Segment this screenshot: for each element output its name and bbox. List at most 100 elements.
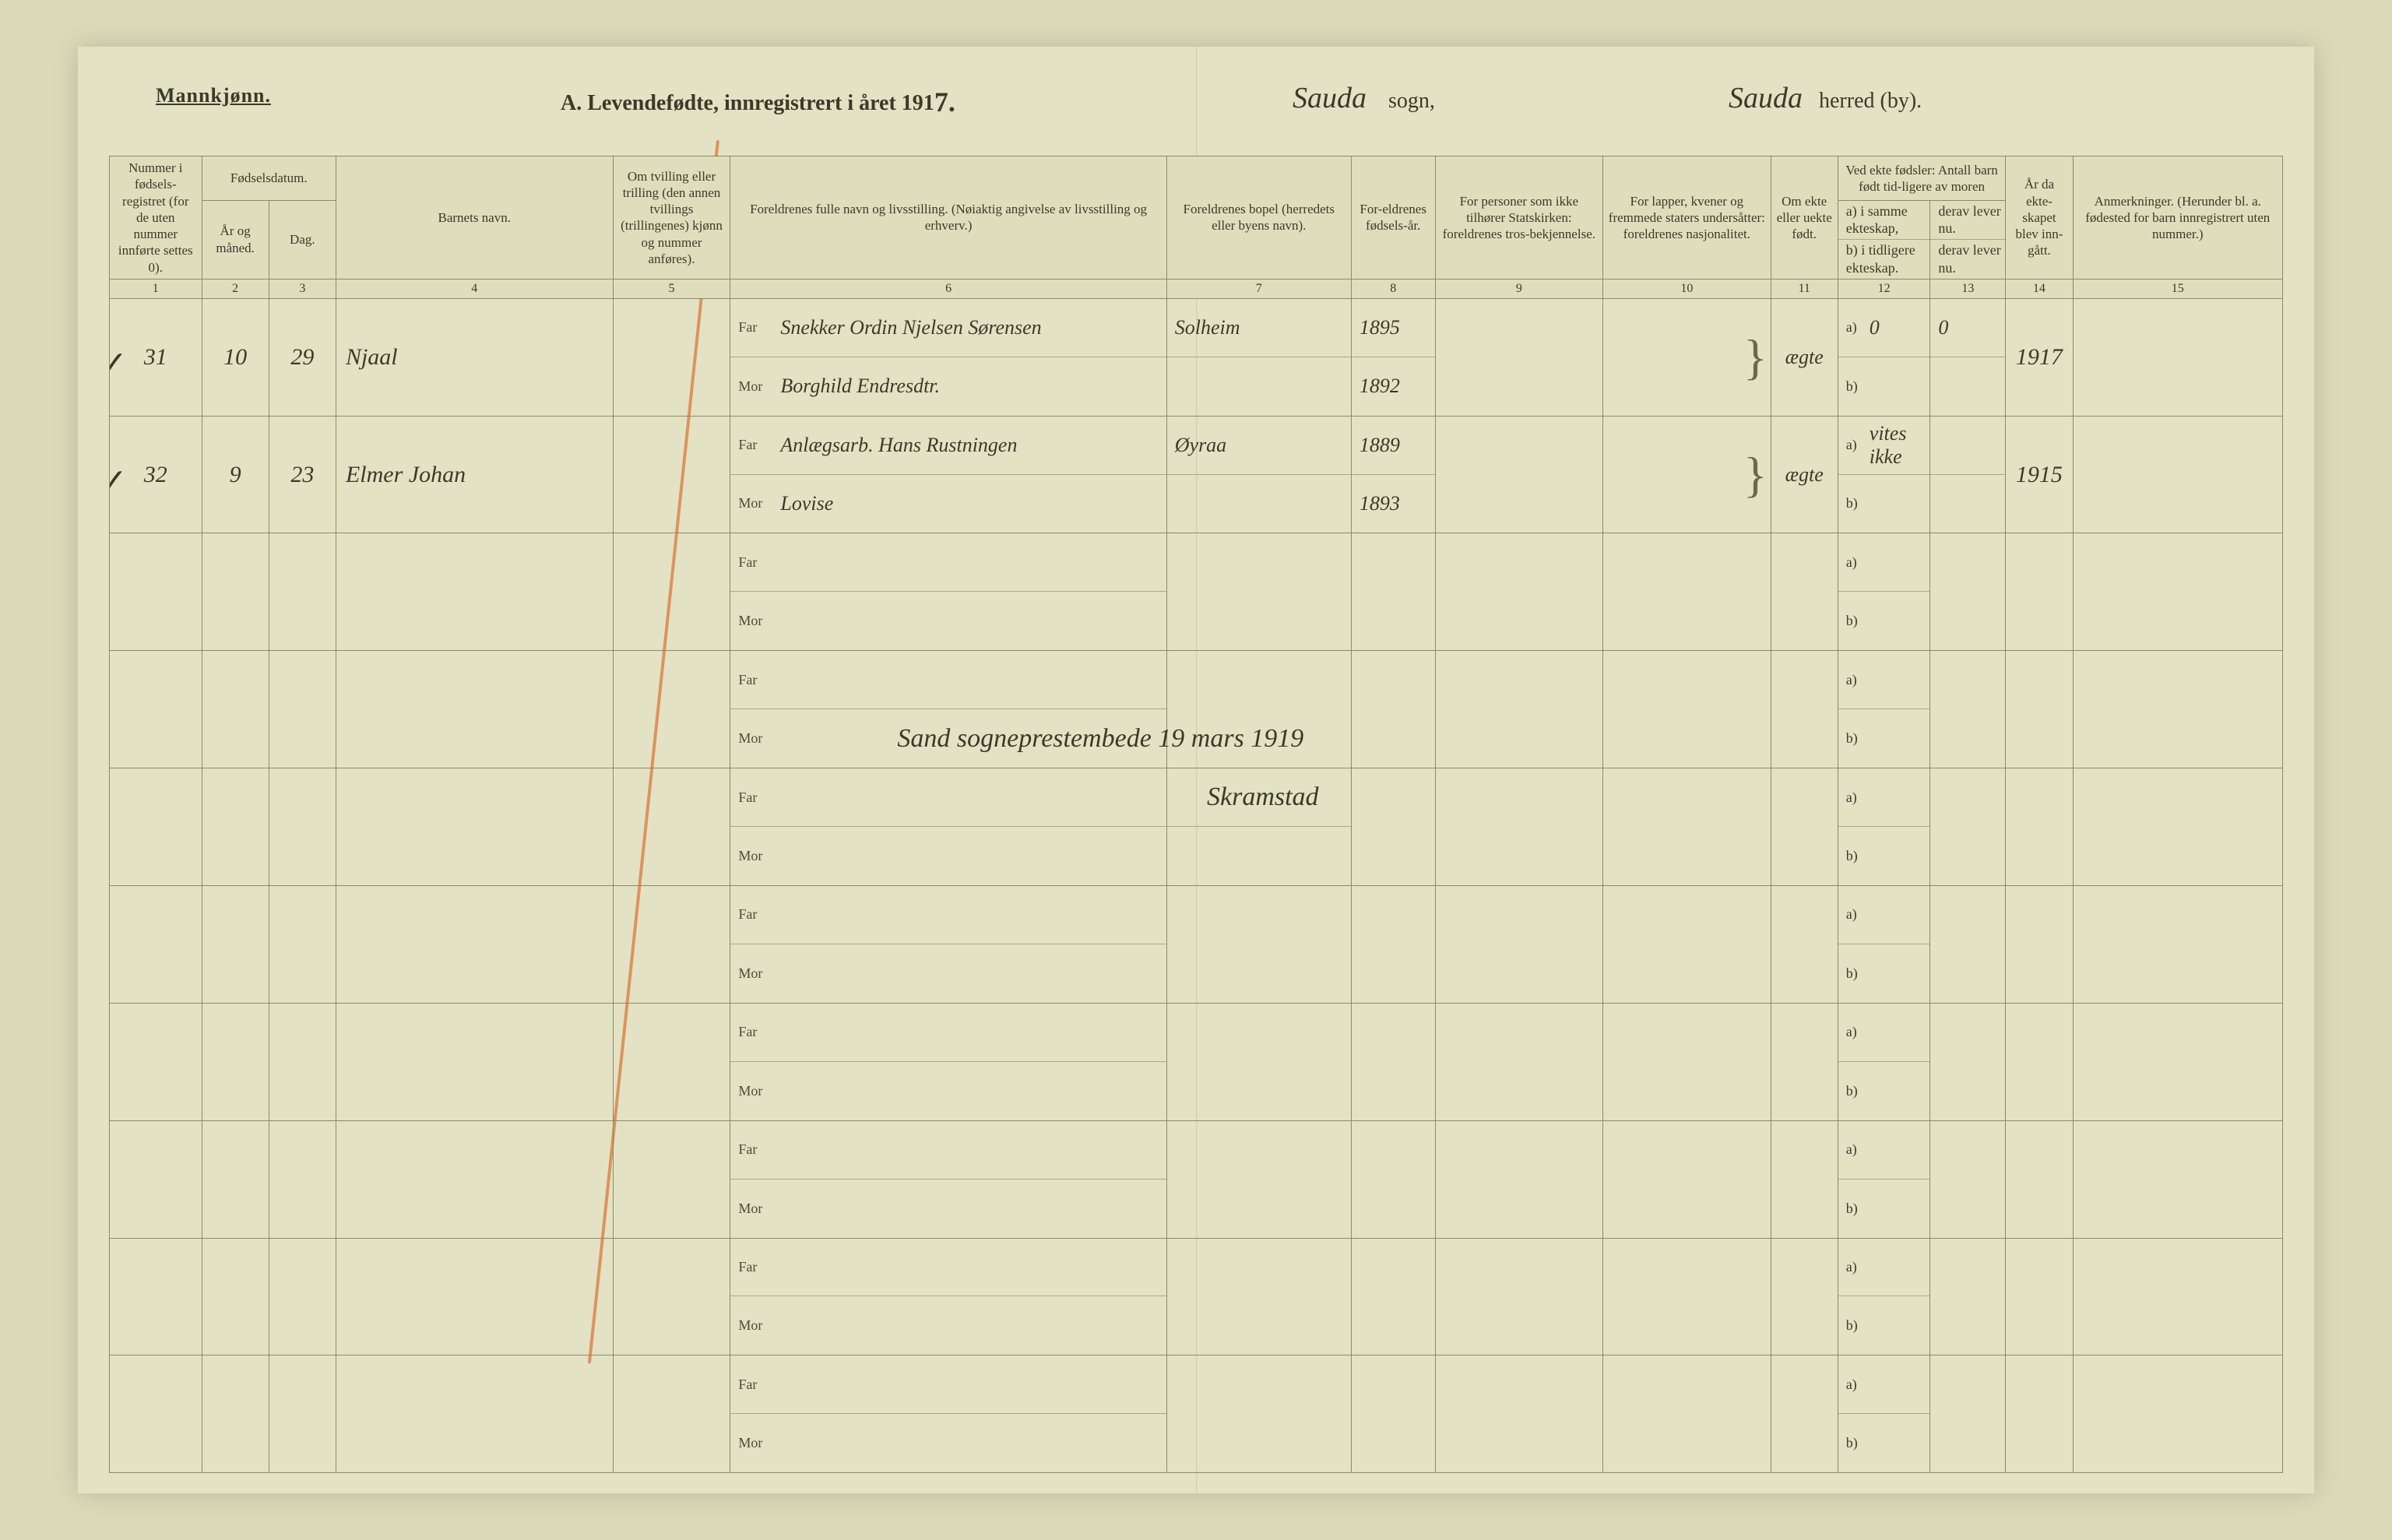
table-header: Nummer i fødsels-registret (for de uten … — [110, 156, 2283, 299]
table-cell — [613, 1120, 730, 1238]
table-cell — [110, 533, 202, 651]
table-cell — [2073, 1120, 2282, 1238]
table-cell — [110, 651, 202, 768]
table-cell: a)b) — [1838, 1120, 1930, 1238]
col-header-7: Foreldrenes bopel (herredets eller byens… — [1166, 156, 1351, 280]
table-cell — [2006, 1238, 2073, 1355]
table-cell — [1930, 1120, 2006, 1238]
table-cell: 23 — [269, 416, 336, 533]
table-cell: FarMor — [730, 768, 1166, 886]
colnum-11: 11 — [1771, 279, 1838, 298]
mor-label: Mor — [738, 1435, 780, 1451]
table-cell — [1435, 1238, 1603, 1355]
table-cell — [1166, 1003, 1351, 1120]
col-header-2a: År og måned. — [202, 200, 269, 279]
table-cell: 18891893 — [1351, 416, 1435, 533]
table-cell: FarMor — [730, 1238, 1166, 1355]
ekte-value: ægte — [1785, 346, 1824, 368]
table-cell — [1930, 1003, 2006, 1120]
far-label: Far — [738, 1259, 780, 1275]
col-header-4: Barnets navn. — [336, 156, 613, 280]
brace-icon: } — [1743, 329, 1768, 386]
table-cell: } — [1603, 298, 1771, 416]
b-label: b) — [1846, 965, 1870, 982]
table-cell: 29 — [269, 298, 336, 416]
b-label: b) — [1846, 1083, 1870, 1099]
table-cell: 1915 — [2006, 416, 2073, 533]
table-cell — [202, 1003, 269, 1120]
table-cell: a)vites ikkeb) — [1838, 416, 1930, 533]
year-handwritten: 7. — [934, 86, 955, 118]
table-cell — [2006, 651, 2073, 768]
table-cell: a)0b) — [1838, 298, 1930, 416]
check-mark: ✓ — [110, 344, 128, 384]
table-cell: } — [1603, 416, 1771, 533]
col-header-6: Foreldrenes fulle navn og livsstilling. … — [730, 156, 1166, 280]
table-row: FarMora)b) — [110, 1355, 2283, 1473]
a-label: a) — [1846, 1024, 1870, 1040]
table-cell — [269, 1238, 336, 1355]
b-label: b) — [1846, 495, 1870, 512]
table-cell — [2073, 651, 2282, 768]
child-name: Elmer Johan — [346, 462, 466, 487]
table-cell: FarSnekker Ordin Njelsen SørensenMorBorg… — [730, 298, 1166, 416]
table-cell — [269, 533, 336, 651]
col-header-15: Anmerkninger. (Herunder bl. a. fødested … — [2073, 156, 2282, 280]
table-cell — [202, 651, 269, 768]
table-cell — [1435, 298, 1603, 416]
table-cell: 0 — [1930, 298, 2006, 416]
marriage-year: 1915 — [2016, 462, 2063, 487]
mor-label: Mor — [738, 1201, 780, 1217]
table-cell — [1771, 1355, 1838, 1473]
table-cell — [613, 885, 730, 1003]
table-cell: 18951892 — [1351, 298, 1435, 416]
table-cell — [1435, 768, 1603, 886]
mother-name: Borghild Endresdtr. — [780, 374, 940, 398]
table-cell — [1771, 1120, 1838, 1238]
record-number: 31 — [144, 344, 167, 370]
table-cell — [1351, 651, 1435, 768]
colnum-2: 2 — [202, 279, 269, 298]
table-cell — [1435, 1120, 1603, 1238]
table-cell — [2073, 885, 2282, 1003]
b-label: b) — [1846, 613, 1870, 629]
table-cell — [269, 1120, 336, 1238]
table-cell — [1435, 1003, 1603, 1120]
herred-handwritten: Sauda — [1729, 82, 1803, 114]
table-cell — [2073, 1003, 2282, 1120]
col-header-12ab: a) i samme ekteskap, b) i tidligere ekte… — [1838, 200, 1930, 279]
father-birth-year: 1889 — [1360, 434, 1400, 457]
signature-line: Sand sogneprestembede 19 mars 1919 — [738, 724, 1303, 754]
table-cell — [1166, 1355, 1351, 1473]
table-cell: FarMor — [730, 1003, 1166, 1120]
table-cell — [202, 1120, 269, 1238]
b-label: b) — [1846, 1201, 1870, 1217]
colnum-15: 15 — [2073, 279, 2282, 298]
ledger-page: Mannkjønn. A. Levendefødte, innregistrer… — [78, 47, 2314, 1493]
ledger-table: Nummer i fødsels-registret (for de uten … — [109, 156, 2283, 1473]
table-cell — [2073, 1355, 2282, 1473]
table-cell — [2006, 1003, 2073, 1120]
mor-label: Mor — [738, 378, 780, 395]
far-label: Far — [738, 1377, 780, 1393]
colnum-13: 13 — [1930, 279, 2006, 298]
table-cell: ægte — [1771, 298, 1838, 416]
colnum-8: 8 — [1351, 279, 1435, 298]
table-cell — [1771, 651, 1838, 768]
table-cell — [1771, 885, 1838, 1003]
table-cell — [1603, 1120, 1771, 1238]
residence: Solheim — [1175, 316, 1240, 339]
col-header-12-top: Ved ekte fødsler: Antall barn født tid-l… — [1838, 156, 2006, 201]
table-cell — [110, 885, 202, 1003]
table-cell — [336, 1003, 613, 1120]
table-cell — [2073, 298, 2282, 416]
table-cell: Skramstad — [1166, 768, 1351, 886]
table-cell — [2073, 416, 2282, 533]
title-prefix: A. Levendefødte, innregistrert i året 19… — [561, 91, 934, 115]
table-cell — [1166, 533, 1351, 651]
birth-month: 9 — [230, 462, 241, 487]
sogn-label: sogn, — [1388, 89, 1435, 113]
col-header-10: For lapper, kvener og fremmede staters u… — [1603, 156, 1771, 280]
table-cell — [2073, 768, 2282, 886]
table-cell — [1351, 1003, 1435, 1120]
